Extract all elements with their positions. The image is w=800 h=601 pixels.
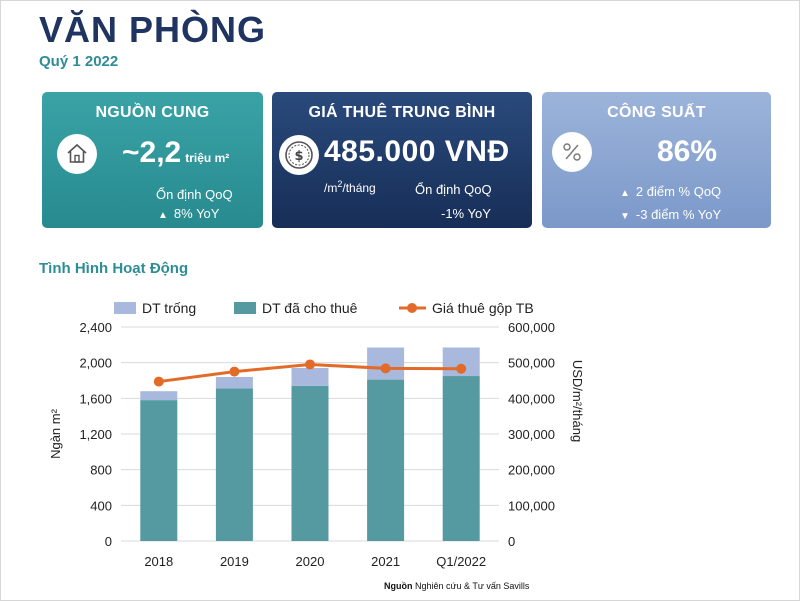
occupancy-heading: CÔNG SUẤT bbox=[607, 104, 706, 121]
rent-heading: GIÁ THUÊ TRUNG BÌNH bbox=[308, 104, 496, 121]
legend-marker bbox=[407, 303, 417, 313]
rent-card: GIÁ THUÊ TRUNG BÌNH $ 485.000 VNĐ /m2/th… bbox=[272, 92, 532, 228]
supply-card: NGUỒN CUNG ~2,2 triệu m² Ổn định QoQ ▲ 8% … bbox=[42, 92, 263, 228]
x-tick-label: 2018 bbox=[144, 554, 173, 569]
line-point bbox=[380, 363, 391, 374]
triangle-down-icon: ▼ bbox=[620, 211, 630, 222]
x-tick-label: 2020 bbox=[296, 554, 325, 569]
bar bbox=[215, 388, 253, 541]
x-tick-label: 2019 bbox=[220, 554, 249, 569]
y-tick-left: 0 bbox=[105, 534, 112, 549]
performance-chart: 2,400 600,000 2,000 500,000 1,600 400,000 1,20… bbox=[48, 300, 585, 569]
y-axis-left-title: Ngàn m² bbox=[48, 408, 63, 459]
supply-yoy: ▲ 8% YoY bbox=[158, 206, 220, 221]
y-tick-right: 200,000 bbox=[508, 463, 555, 478]
bar bbox=[140, 391, 178, 401]
y-tick-left: 1,200 bbox=[79, 427, 112, 442]
line-point bbox=[456, 363, 467, 374]
y-tick-left: 2,400 bbox=[79, 320, 112, 335]
y-tick-left: 400 bbox=[90, 498, 112, 513]
legend-label: DT đã cho thuê bbox=[262, 300, 358, 316]
occupancy-value: 86% bbox=[657, 135, 718, 168]
y-tick-right: 500,000 bbox=[508, 356, 555, 371]
supply-heading: NGUỒN CUNG bbox=[95, 104, 210, 121]
house-icon bbox=[57, 134, 97, 174]
line-point bbox=[229, 366, 240, 377]
svg-text:$: $ bbox=[294, 149, 303, 164]
occupancy-card: CÔNG SUẤT 86% ▲ 2 điểm % QoQ ▼ -3 điểm % Y… bbox=[542, 92, 771, 228]
legend-label: DT trống bbox=[142, 300, 196, 316]
section-title: Tình Hình Hoạt Động bbox=[39, 260, 189, 277]
page-title: VĂN PHÒNG bbox=[39, 9, 267, 50]
page-subtitle: Quý 1 2022 bbox=[39, 53, 119, 70]
y-tick-left: 1,600 bbox=[79, 391, 112, 406]
supply-value: ~2,2 triệu m² bbox=[122, 136, 230, 169]
rent-unit: /m2/tháng bbox=[324, 179, 376, 195]
y-tick-left: 800 bbox=[90, 463, 112, 478]
bar bbox=[367, 379, 405, 541]
line-point bbox=[305, 359, 315, 370]
rent-value: 485.000 VNĐ bbox=[324, 135, 510, 168]
legend-label: Giá thuê gộp TB bbox=[432, 300, 534, 316]
bar bbox=[215, 376, 253, 389]
bar bbox=[291, 368, 329, 386]
coin-icon: $ bbox=[279, 135, 319, 175]
occupancy-qoq: ▲ 2 điểm % QoQ bbox=[620, 184, 722, 199]
y-tick-right: 100,000 bbox=[508, 498, 555, 513]
y-tick-right: 600,000 bbox=[508, 320, 555, 335]
source-note: Nguồn Nghiên cứu & Tư vấn Savills bbox=[384, 581, 530, 591]
y-tick-left: 2,000 bbox=[79, 356, 112, 371]
percent-icon bbox=[552, 132, 592, 172]
rent-yoy: -1% YoY bbox=[441, 206, 491, 221]
legend-swatch bbox=[114, 302, 136, 314]
bar bbox=[442, 376, 480, 541]
y-axis-right-title: USD/m²/tháng bbox=[570, 360, 585, 442]
y-tick-right: 300,000 bbox=[508, 427, 555, 442]
triangle-up-icon: ▲ bbox=[620, 188, 630, 199]
y-tick-right: 0 bbox=[508, 534, 515, 549]
supply-qoq: Ổn định QoQ bbox=[156, 187, 233, 202]
x-tick-label: 2021 bbox=[371, 554, 400, 569]
rent-qoq: Ổn định QoQ bbox=[415, 182, 492, 197]
x-tick-label: Q1/2022 bbox=[436, 554, 486, 569]
occupancy-yoy: ▼ -3 điểm % YoY bbox=[620, 207, 722, 222]
legend-swatch bbox=[234, 302, 256, 314]
bar bbox=[291, 385, 329, 541]
triangle-up-icon: ▲ bbox=[158, 210, 168, 221]
line-point bbox=[153, 376, 164, 387]
y-tick-right: 400,000 bbox=[508, 391, 555, 406]
bar bbox=[140, 400, 178, 541]
